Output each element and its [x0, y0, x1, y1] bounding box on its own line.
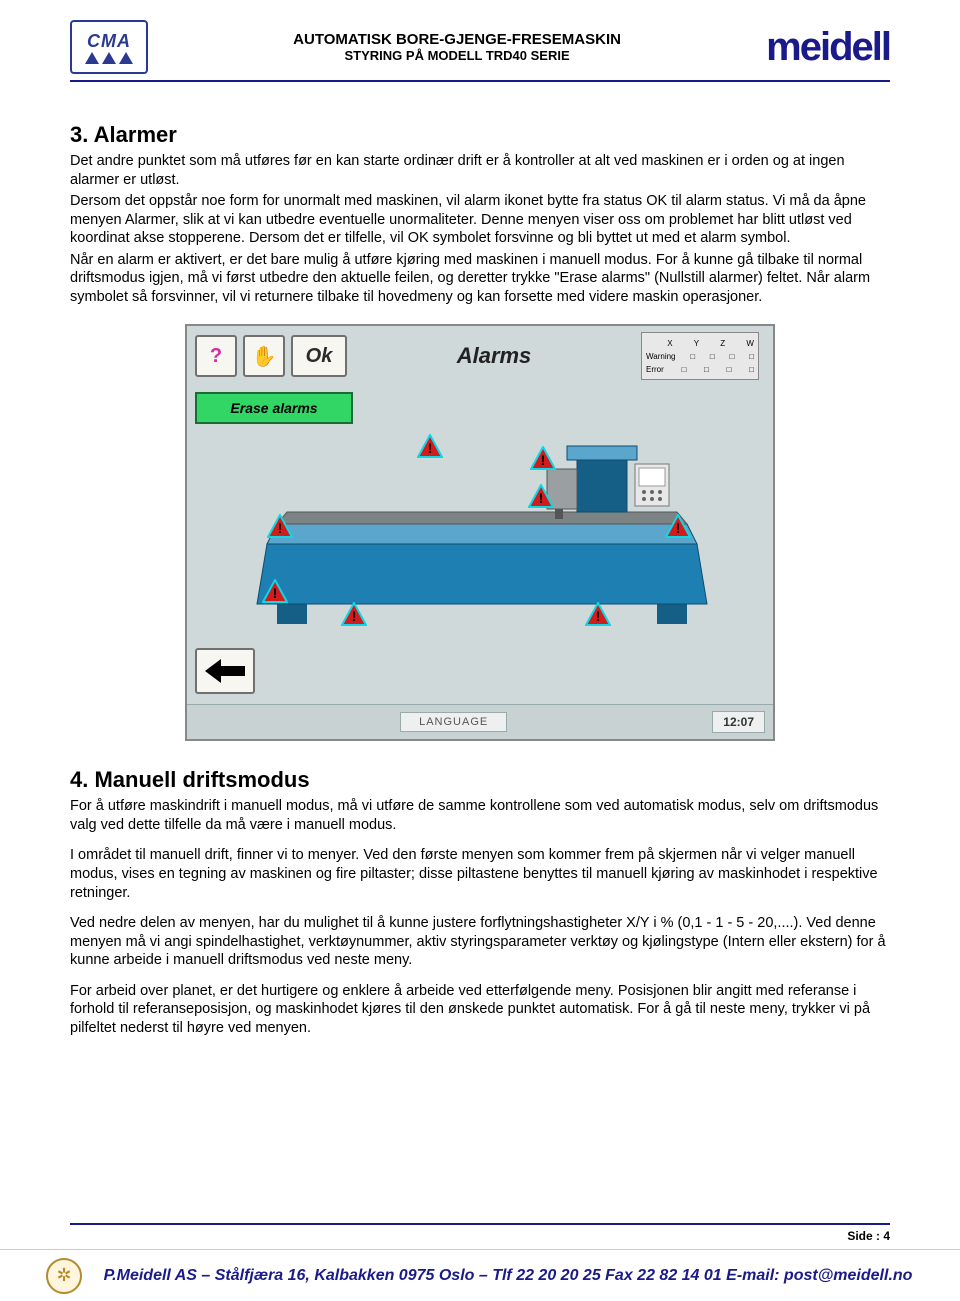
header-line2: STYRING PÅ MODELL TRD40 SERIE — [148, 48, 766, 63]
svg-text:!: ! — [352, 608, 357, 624]
help-button[interactable]: ? — [195, 335, 237, 377]
warning-icon: ! — [665, 514, 691, 538]
warning-icon: ! — [262, 579, 288, 603]
machine-diagram: ! ! ! ! ! ! ! — [187, 434, 773, 644]
svg-text:!: ! — [596, 608, 601, 624]
svg-text:!: ! — [541, 452, 546, 468]
section4-p4: For arbeid over planet, er det hurtigere… — [70, 982, 890, 1038]
header-title: AUTOMATISK BORE-GJENGE-FRESEMASKIN STYRI… — [148, 31, 766, 63]
footer-contact: P.Meidell AS – Stålfjæra 16, Kalbakken 0… — [102, 1267, 914, 1285]
warning-icon: ! — [341, 602, 367, 626]
stop-hand-button[interactable]: ✋ — [243, 335, 285, 377]
erase-alarms-button[interactable]: Erase alarms — [195, 392, 353, 424]
section3-p1: Det andre punktet som må utføres før en … — [70, 152, 890, 189]
footer-divider — [70, 1223, 890, 1225]
clock: 12:07 — [712, 711, 765, 733]
section4-p2: I området til manuell drift, finner vi t… — [70, 846, 890, 902]
warning-icon: ! — [417, 434, 443, 458]
cma-logo: CMA — [70, 20, 148, 74]
svg-text:!: ! — [428, 440, 433, 456]
gear-icon: ✲ — [46, 1258, 82, 1294]
warning-icon: ! — [585, 602, 611, 626]
section3-heading: 3. Alarmer — [70, 122, 890, 148]
section3-p3: Når en alarm er aktivert, er det bare mu… — [70, 251, 890, 307]
language-box[interactable]: LANGUAGE — [400, 712, 507, 732]
warning-icon: ! — [530, 446, 556, 470]
section4-heading: 4. Manuell driftsmodus — [70, 767, 890, 793]
back-button[interactable] — [195, 648, 255, 694]
ok-button[interactable]: Ok — [291, 335, 347, 377]
page-number: Side : 4 — [847, 1229, 890, 1243]
svg-text:!: ! — [676, 520, 681, 536]
header-line1: AUTOMATISK BORE-GJENGE-FRESEMASKIN — [148, 31, 766, 48]
axis-status-panel: XYZW Warning□□□□ Error□□□□ — [641, 332, 759, 380]
cma-logo-text: CMA — [87, 31, 131, 52]
meidell-logo: meidell — [766, 25, 890, 70]
warning-icon: ! — [528, 484, 554, 508]
alarms-screenshot: ? ✋ Ok Alarms XYZW Warning□□□□ Error□□□□… — [185, 324, 775, 741]
alarms-title: Alarms — [353, 343, 635, 369]
page-header: CMA AUTOMATISK BORE-GJENGE-FRESEMASKIN S… — [70, 20, 890, 82]
section3-p2: Dersom det oppstår noe form for unormalt… — [70, 192, 890, 248]
section4-p3: Ved nedre delen av menyen, har du muligh… — [70, 914, 890, 970]
warning-icon: ! — [267, 514, 293, 538]
section4-p1: For å utføre maskindrift i manuell modus… — [70, 797, 890, 834]
page-footer: ✲ P.Meidell AS – Stålfjæra 16, Kalbakken… — [0, 1249, 960, 1301]
svg-text:!: ! — [539, 490, 544, 506]
svg-text:!: ! — [278, 520, 283, 536]
svg-text:!: ! — [273, 585, 278, 601]
